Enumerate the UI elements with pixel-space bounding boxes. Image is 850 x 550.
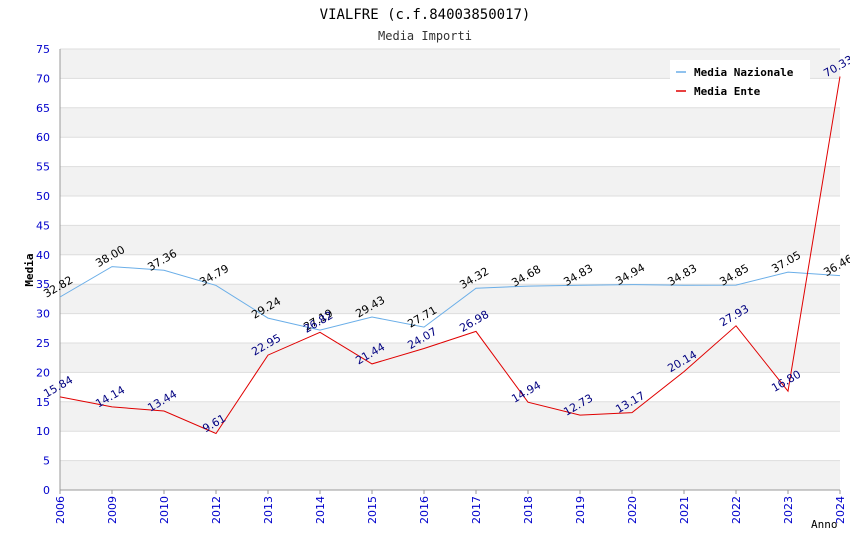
- y-tick-label: 40: [36, 249, 50, 262]
- x-tick-label: 2009: [106, 496, 119, 524]
- x-tick-label: 2006: [54, 496, 67, 524]
- x-tick-label: 2019: [574, 496, 587, 524]
- grid-band: [60, 460, 840, 490]
- legend: Media Nazionale Media Ente: [670, 60, 810, 101]
- chart-title: VIALFRE (c.f.84003850017): [320, 7, 531, 23]
- y-tick-label: 20: [36, 366, 50, 379]
- x-tick-label: 2010: [158, 496, 171, 524]
- grid-band: [60, 107, 840, 138]
- y-tick-label: 25: [36, 337, 50, 350]
- series-lines: [59, 76, 841, 435]
- y-tick-label: 10: [36, 425, 50, 438]
- series-line-media-nazionale: [59, 266, 841, 331]
- y-tick-label: 5: [43, 455, 50, 468]
- legend-label: Media Ente: [694, 85, 761, 98]
- y-tick-label: 35: [36, 278, 50, 291]
- x-tick-label: 2022: [730, 496, 743, 524]
- y-tick-label: 0: [43, 484, 50, 497]
- grid-band: [60, 284, 840, 314]
- series-line-media-ente: [59, 76, 841, 435]
- y-tick-label: 50: [36, 190, 50, 203]
- y-tick-label: 70: [36, 72, 50, 85]
- chart-subtitle: Media Importi: [378, 29, 472, 43]
- grid-bands: [60, 49, 840, 490]
- legend-label: Media Nazionale: [694, 66, 794, 79]
- x-tick-label: 2023: [782, 496, 795, 524]
- x-tick-label: 2018: [522, 496, 535, 524]
- legend-background: [670, 60, 810, 101]
- x-tick-label: 2021: [678, 496, 691, 524]
- y-tick-label: 65: [36, 102, 50, 115]
- x-tick-label: 2012: [210, 496, 223, 524]
- grid-band: [60, 166, 840, 196]
- axes: 0 5 10 15 20 25 30 35 40 45 50 55 60 65 70 75 2006 2009 20…: [36, 43, 847, 524]
- grid-band: [60, 225, 840, 255]
- y-tick-label: 30: [36, 308, 50, 321]
- x-tick-label: 2014: [314, 496, 327, 524]
- y-tick-label: 55: [36, 161, 50, 174]
- x-tick-label: 2024: [834, 496, 847, 524]
- y-tick-label: 60: [36, 131, 50, 144]
- grid-band: [60, 343, 840, 373]
- x-tick-label: 2020: [626, 496, 639, 524]
- legend-box: Media Nazionale Media Ente: [670, 60, 810, 101]
- y-tick-label: 45: [36, 219, 50, 232]
- y-tick-label: 15: [36, 396, 50, 409]
- x-tick-label: 2013: [262, 496, 275, 524]
- x-axis-label: Anno: [811, 518, 838, 531]
- x-tick-label: 2015: [366, 496, 379, 524]
- y-axis-label: Media: [23, 253, 36, 286]
- x-tick-label: 2016: [418, 496, 431, 524]
- gridlines: [60, 48, 840, 491]
- x-tick-label: 2017: [470, 496, 483, 524]
- grid-band: [60, 401, 840, 432]
- y-tick-label: 75: [36, 43, 50, 56]
